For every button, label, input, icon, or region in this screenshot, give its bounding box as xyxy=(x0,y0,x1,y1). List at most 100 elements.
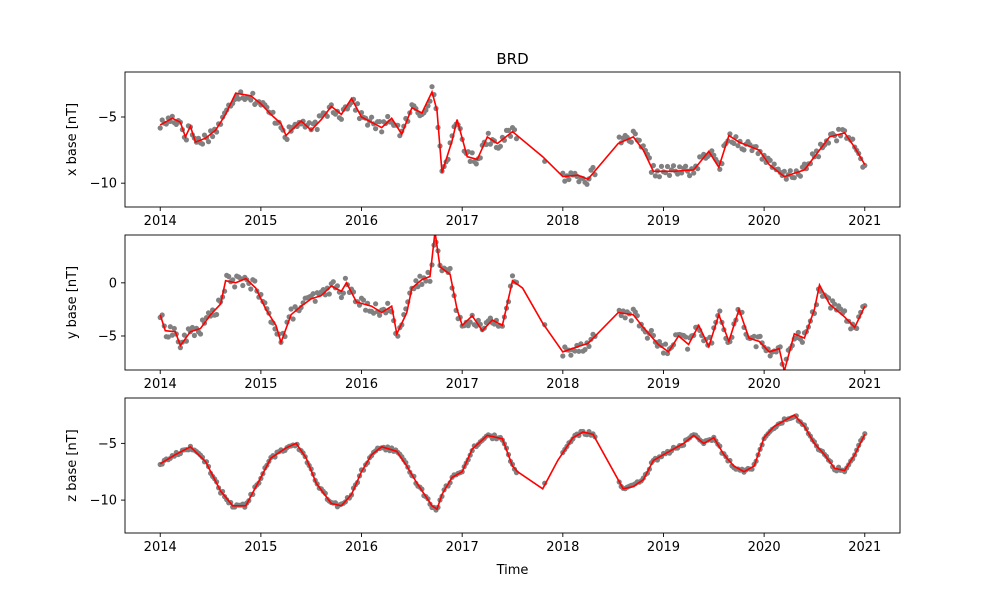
y-axis-label: y base [nT] xyxy=(65,266,80,339)
data-point xyxy=(622,315,628,321)
data-point xyxy=(842,308,848,314)
data-point xyxy=(306,120,312,126)
data-point xyxy=(801,161,808,167)
data-point xyxy=(628,318,634,324)
data-point xyxy=(487,315,493,321)
data-point xyxy=(562,178,568,184)
data-point xyxy=(572,348,578,354)
y-tick-label: −10 xyxy=(90,494,117,509)
data-point xyxy=(248,286,254,292)
x-tick-label: 2018 xyxy=(546,540,579,555)
data-point xyxy=(385,113,391,120)
data-point xyxy=(616,307,622,313)
data-point xyxy=(791,175,797,181)
data-point xyxy=(469,150,475,156)
data-point xyxy=(415,284,421,290)
data-point xyxy=(683,334,689,340)
data-point xyxy=(183,137,189,143)
x-tick-label: 2021 xyxy=(848,540,881,555)
data-point xyxy=(836,126,842,132)
data-point xyxy=(793,335,799,341)
data-point xyxy=(658,163,665,169)
data-point xyxy=(842,128,848,134)
data-point xyxy=(338,294,344,301)
data-point xyxy=(354,101,361,107)
data-point xyxy=(363,307,369,313)
data-point xyxy=(781,168,787,174)
data-point xyxy=(620,308,626,314)
data-point xyxy=(419,281,425,287)
data-point xyxy=(767,157,773,163)
data-point xyxy=(838,306,844,312)
data-point xyxy=(320,287,326,293)
data-point xyxy=(169,113,175,119)
data-point xyxy=(687,173,693,179)
data-point xyxy=(328,102,334,108)
data-point xyxy=(636,137,642,143)
data-point xyxy=(199,141,206,147)
data-point xyxy=(771,161,777,167)
data-point xyxy=(566,176,572,183)
data-point xyxy=(385,300,391,306)
data-point xyxy=(467,158,473,164)
data-point xyxy=(226,273,232,280)
x-tick-label: 2020 xyxy=(748,540,781,555)
data-point xyxy=(648,327,655,334)
data-point xyxy=(342,275,348,281)
baseline-fit-line xyxy=(159,89,866,181)
data-point xyxy=(429,84,435,90)
data-point xyxy=(379,129,385,135)
data-point xyxy=(795,329,801,336)
y-axis-label: x base [nT] xyxy=(65,103,80,176)
scatter-points xyxy=(157,413,868,513)
data-point xyxy=(586,343,592,349)
data-point xyxy=(377,312,383,318)
data-point xyxy=(288,306,294,312)
data-point xyxy=(427,278,433,284)
baseline-fit-line xyxy=(159,235,866,370)
x-tick-label: 2015 xyxy=(244,214,277,229)
data-point xyxy=(334,283,340,289)
panel-y-base: 2014 2015 2016 2017 2018 2019 2020 2021 −5 0 y bas… xyxy=(65,234,901,392)
data-point xyxy=(312,119,318,125)
data-point xyxy=(793,413,799,419)
data-point xyxy=(395,333,401,339)
data-point xyxy=(660,350,667,356)
data-point xyxy=(467,319,473,325)
axes-frame xyxy=(124,234,901,371)
data-point xyxy=(677,164,683,170)
data-point xyxy=(797,173,804,179)
data-point xyxy=(656,174,663,180)
data-point xyxy=(236,96,242,102)
data-point xyxy=(717,308,723,314)
data-point xyxy=(270,109,276,115)
data-point xyxy=(497,143,503,149)
x-tick-label: 2016 xyxy=(345,540,378,555)
data-point xyxy=(741,147,747,153)
data-point xyxy=(505,127,512,133)
data-point xyxy=(834,138,840,144)
data-point xyxy=(513,136,520,142)
x-tick-label: 2021 xyxy=(848,377,881,392)
x-axis-label: Time xyxy=(496,563,529,578)
data-point xyxy=(632,131,638,137)
data-point xyxy=(210,133,216,140)
data-point xyxy=(731,140,737,146)
data-point xyxy=(310,291,316,297)
data-point xyxy=(197,331,204,337)
x-tick-label: 2015 xyxy=(244,377,277,392)
data-point xyxy=(850,136,856,142)
x-tick-label: 2018 xyxy=(546,214,579,229)
y-tick-label: −5 xyxy=(98,437,117,452)
data-point xyxy=(691,170,697,176)
data-point xyxy=(340,290,346,296)
axes-frame xyxy=(124,71,901,208)
x-tick-label: 2021 xyxy=(848,214,881,229)
data-point xyxy=(417,273,423,279)
data-point xyxy=(685,346,691,352)
y-tick-label: −10 xyxy=(90,177,117,192)
data-point xyxy=(644,335,651,341)
data-point xyxy=(683,163,689,169)
x-tick-label: 2017 xyxy=(446,540,479,555)
data-point xyxy=(290,316,296,322)
